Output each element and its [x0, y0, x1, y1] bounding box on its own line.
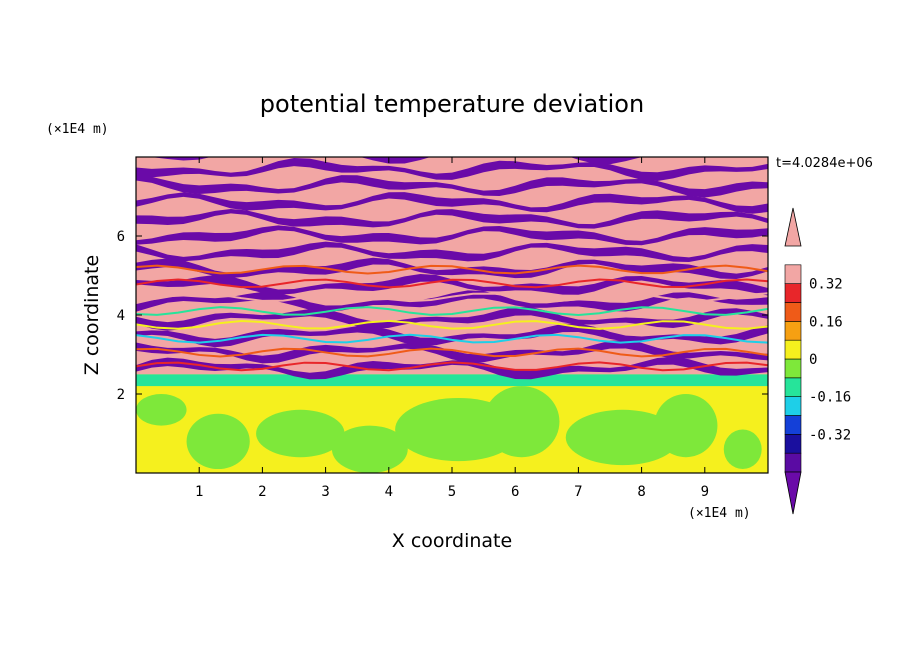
colorbar-swatch: [784, 358, 802, 379]
upper-layer-band: [136, 175, 768, 198]
x-unit-label: (×1E4 m): [688, 506, 751, 521]
upper-layer-band: [136, 339, 768, 364]
colorbar-tick-label: -0.16: [809, 390, 851, 406]
mixing-streak: [136, 292, 768, 303]
x-tick-label: 9: [701, 484, 709, 500]
contour-field: [136, 157, 768, 473]
lower-layer-blob: [256, 409, 345, 458]
time-label: t=4.0284e+06: [776, 156, 873, 171]
colorbar-swatch: [784, 396, 802, 416]
upper-layer-band: [136, 306, 768, 331]
chart-title: potential temperature deviation: [260, 90, 644, 118]
upper-layer-band: [136, 192, 768, 214]
colorbar-swatch: [784, 415, 802, 435]
y-tick-label: 2: [117, 387, 125, 403]
colorbar: 0.32 0.16 0 -0.16 -0.32: [784, 207, 851, 515]
x-tick-label: 2: [258, 484, 266, 500]
colorbar-swatch: [784, 321, 802, 341]
lower-layer-blob: [331, 425, 408, 473]
x-tick-label: 8: [637, 484, 645, 500]
x-tick-label: 1: [195, 484, 203, 500]
upper-layer-band: [136, 158, 768, 181]
x-axis: 1 2 3 4 5 6 7 8 9: [195, 157, 709, 500]
colorbar-swatch: [784, 434, 802, 454]
colorbar-swatch: [784, 339, 802, 360]
colorbar-tick-label: 0.16: [809, 314, 843, 330]
upper-layer-band: [136, 209, 768, 229]
mixing-streak: [136, 333, 768, 344]
colorbar-swatch: [784, 264, 802, 284]
y-axis: 2 4 6: [117, 229, 768, 403]
mixing-streak: [136, 278, 768, 289]
lower-layer-blob: [186, 413, 250, 470]
lower-layer-blob: [565, 409, 680, 466]
colorbar-tick-label: 0.32: [809, 277, 843, 293]
x-tick-label: 6: [511, 484, 519, 500]
x-tick-label: 7: [574, 484, 582, 500]
colorbar-under-arrow: [784, 471, 802, 515]
mixing-streak: [136, 306, 768, 316]
colorbar-swatch: [784, 377, 802, 397]
colorbar-tick-label: -0.32: [809, 427, 851, 443]
colorbar-swatch: [784, 302, 802, 322]
x-tick-label: 5: [448, 484, 456, 500]
lower-layer-blob: [136, 394, 187, 426]
upper-layer-band: [136, 356, 768, 380]
y-tick-label: 6: [117, 229, 125, 245]
colorbar-over-arrow: [784, 207, 802, 247]
colorbar-swatch: [784, 452, 802, 473]
mixing-streak: [136, 361, 768, 372]
x-tick-label: 3: [321, 484, 329, 500]
lower-layer-blob: [723, 429, 762, 470]
upper-layer-band: [136, 241, 768, 263]
mixing-streak: [136, 264, 768, 275]
lower-layer-blob: [483, 386, 560, 458]
upper-layer-band: [136, 273, 768, 296]
colorbar-swatch: [784, 283, 802, 303]
colorbar-tick-label: 0: [809, 352, 817, 368]
upper-layer-band: [136, 290, 768, 312]
upper-layer-band: [136, 257, 768, 280]
upper-layer-band: [136, 225, 768, 246]
x-axis-label: X coordinate: [392, 530, 512, 552]
x-tick-label: 4: [385, 484, 393, 500]
y-tick-label: 4: [117, 308, 125, 324]
mixing-streak: [136, 347, 768, 358]
transition-band: [136, 374, 768, 387]
y-axis-label: Z coordinate: [81, 255, 103, 375]
y-unit-label: (×1E4 m): [46, 122, 109, 137]
mixing-streak: [136, 319, 768, 330]
upper-layer-band: [144, 157, 643, 165]
lower-layer-blob: [654, 394, 718, 458]
